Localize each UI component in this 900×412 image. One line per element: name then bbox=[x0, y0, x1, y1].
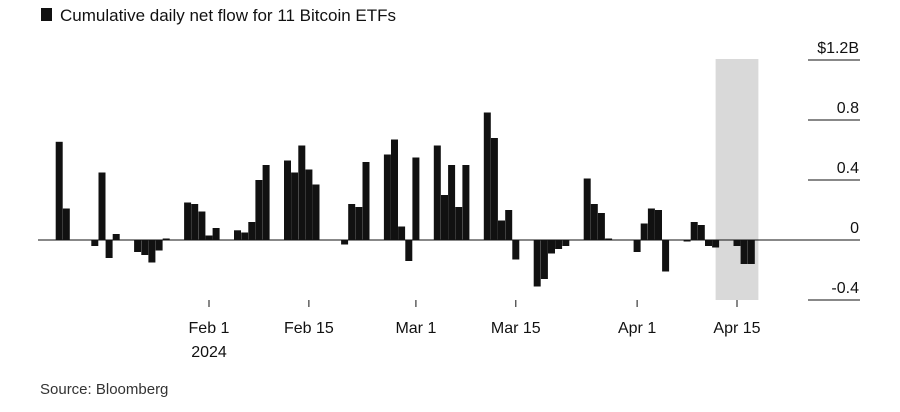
bar bbox=[605, 238, 613, 240]
bar bbox=[305, 169, 313, 240]
bar bbox=[55, 141, 63, 241]
bar bbox=[633, 240, 641, 252]
bar bbox=[712, 240, 720, 248]
bar bbox=[262, 165, 270, 240]
bar bbox=[362, 162, 370, 240]
bar bbox=[148, 240, 156, 263]
bar bbox=[690, 222, 698, 240]
bar bbox=[441, 195, 448, 240]
bar bbox=[241, 232, 249, 240]
y-tick-label: 0.4 bbox=[837, 160, 859, 177]
y-tick-label: 0.8 bbox=[837, 100, 859, 117]
bar bbox=[590, 204, 598, 240]
bar bbox=[433, 145, 441, 240]
bar bbox=[533, 240, 541, 287]
bar bbox=[498, 220, 505, 240]
bar bbox=[740, 240, 748, 264]
bar bbox=[412, 157, 420, 240]
x-tick-label: Mar 15 bbox=[491, 320, 541, 337]
y-tick-label: $1.2B bbox=[817, 40, 859, 57]
bar bbox=[512, 240, 520, 260]
bar bbox=[683, 240, 691, 242]
bar bbox=[540, 240, 548, 279]
bar bbox=[112, 234, 120, 240]
bar bbox=[141, 240, 149, 255]
bar bbox=[733, 240, 741, 246]
bar bbox=[655, 210, 662, 240]
bar bbox=[291, 172, 299, 240]
bar bbox=[198, 211, 206, 240]
bar bbox=[91, 240, 99, 246]
bar bbox=[697, 225, 705, 240]
legend-swatch bbox=[41, 8, 52, 21]
bar bbox=[155, 240, 163, 251]
bar bbox=[355, 207, 363, 240]
bar bbox=[348, 204, 356, 240]
bar bbox=[583, 178, 591, 240]
x-axis: Feb 1 2024 Feb 15 Mar 1 Mar 15 Apr 1 Apr 15 bbox=[189, 300, 761, 361]
bar bbox=[398, 226, 406, 240]
bar bbox=[234, 230, 241, 241]
bar bbox=[312, 184, 320, 240]
x-tick-label: Apr 1 bbox=[618, 320, 656, 337]
bar bbox=[212, 228, 220, 240]
bars-group bbox=[55, 112, 755, 287]
bar bbox=[191, 204, 199, 240]
x-tick-label: Feb 15 bbox=[284, 320, 334, 337]
x-tick-label: Apr 15 bbox=[713, 320, 760, 337]
bar bbox=[455, 207, 463, 240]
bar bbox=[640, 223, 648, 240]
bar bbox=[405, 240, 413, 261]
bar bbox=[562, 240, 570, 246]
chart-title: Cumulative daily net flow for 11 Bitcoin… bbox=[60, 6, 396, 25]
y-axis: $1.2B 0.8 0.4 0 -0.4 bbox=[808, 40, 860, 301]
bar bbox=[483, 112, 491, 240]
bar bbox=[341, 240, 349, 245]
bar bbox=[134, 240, 142, 252]
bar bbox=[98, 172, 106, 240]
bar bbox=[383, 154, 391, 240]
bar bbox=[284, 160, 291, 240]
bar bbox=[555, 240, 563, 249]
bar bbox=[162, 238, 170, 240]
bar bbox=[705, 240, 712, 246]
bar bbox=[448, 165, 456, 240]
bar bbox=[205, 235, 213, 240]
bar bbox=[298, 145, 306, 240]
source-note: Source: Bloomberg bbox=[40, 381, 168, 398]
x-tick-label: Feb 1 bbox=[189, 320, 230, 337]
y-tick-label: -0.4 bbox=[831, 280, 859, 297]
bar bbox=[255, 180, 263, 240]
x-tick-label: Mar 1 bbox=[395, 320, 436, 337]
bar bbox=[105, 240, 113, 258]
bar bbox=[747, 240, 755, 264]
bar bbox=[248, 222, 256, 240]
bar bbox=[62, 208, 70, 240]
bar bbox=[662, 240, 670, 272]
bar bbox=[391, 139, 398, 240]
y-tick-label: 0 bbox=[850, 220, 859, 237]
x-tick-sublabel: 2024 bbox=[191, 344, 227, 361]
bar bbox=[597, 213, 605, 240]
bar bbox=[505, 210, 513, 240]
bar bbox=[490, 138, 498, 240]
bar bbox=[462, 165, 470, 240]
bar bbox=[647, 208, 655, 240]
bar bbox=[548, 240, 555, 254]
bar bbox=[184, 202, 192, 240]
